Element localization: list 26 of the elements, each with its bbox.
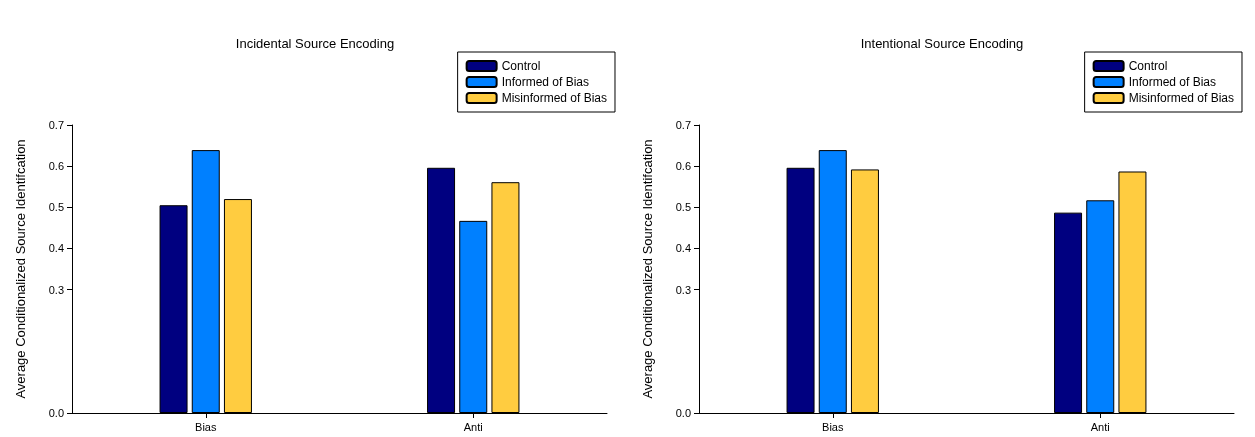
legend-label: Control: [501, 59, 541, 73]
chart-title: Incidental Source Encoding: [235, 36, 395, 51]
y-tick-label: 0.0: [48, 407, 64, 419]
chart-title: Intentional Source Encoding: [860, 36, 1024, 51]
y-tick-label: 0.5: [675, 201, 691, 214]
y-tick-label: 0.7: [48, 119, 64, 131]
y-axis-title: Average Conditionalized Source Identifcation: [13, 139, 28, 399]
legend-label: Control: [1128, 59, 1168, 73]
y-tick-label: 0.4: [675, 242, 691, 255]
legend-label: Informed of Bias: [1128, 75, 1217, 89]
x-tick-label: Anti: [463, 420, 483, 433]
x-tick-label: Bias: [822, 420, 844, 433]
x-tick-label: Anti: [1090, 420, 1110, 433]
y-tick-label: 0.5: [48, 201, 64, 214]
y-tick-label: 0.7: [675, 119, 691, 131]
legend-label: Misinformed of Bias: [501, 91, 608, 105]
y-tick-label: 0.0: [675, 407, 691, 419]
y-tick-label: 0.3: [675, 283, 691, 296]
legend-label: Misinformed of Bias: [1128, 91, 1235, 105]
y-tick-label: 0.6: [675, 160, 691, 173]
x-tick-label: Bias: [195, 420, 217, 433]
y-tick-label: 0.3: [48, 283, 64, 296]
y-tick-label: 0.4: [48, 242, 64, 255]
y-tick-label: 0.6: [48, 160, 64, 173]
y-axis-title: Average Conditionalized Source Identifcation: [640, 139, 655, 399]
legend-label: Informed of Bias: [501, 75, 590, 89]
